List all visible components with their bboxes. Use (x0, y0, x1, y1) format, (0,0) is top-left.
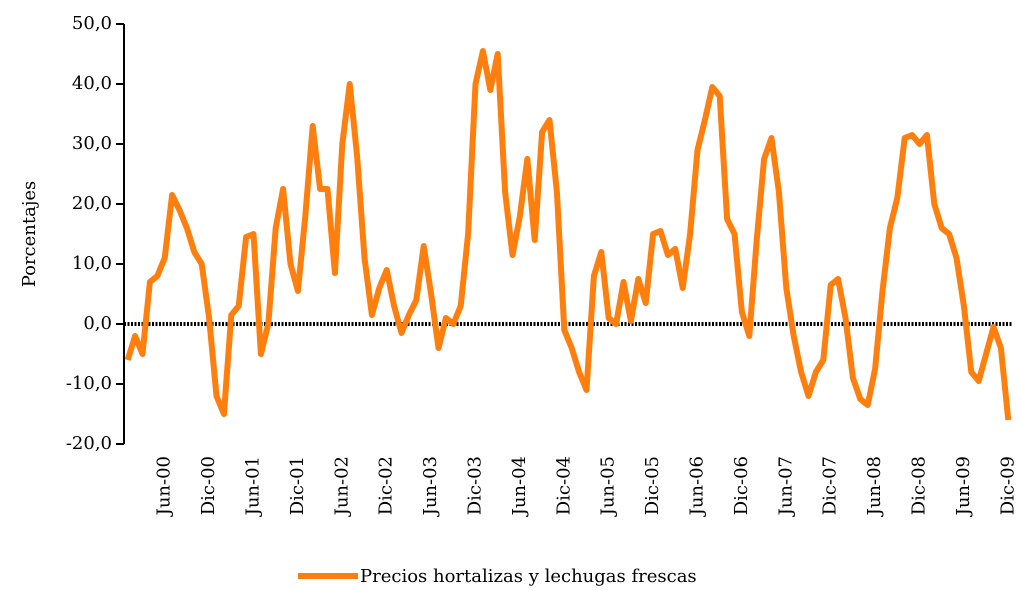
y-tick-label: 10,0 (72, 253, 112, 274)
x-tick-label: Jun-06 (687, 456, 708, 517)
series-line (124, 48, 1012, 421)
x-tick-label: Dic-03 (465, 456, 486, 515)
x-tick-label: Dic-04 (553, 456, 574, 515)
x-tick-label: Dic-08 (909, 456, 930, 515)
x-tick-label: Jun-04 (509, 456, 530, 517)
y-tick-label: -20,0 (66, 433, 112, 454)
x-tick-label: Jun-02 (331, 456, 352, 517)
x-tick-label: Jun-05 (598, 456, 619, 517)
x-tick-label: Dic-02 (376, 456, 397, 515)
x-tick-label: Dic-09 (997, 456, 1018, 515)
x-tick-label: Dic-07 (820, 456, 841, 515)
y-tick-label: 40,0 (72, 73, 112, 94)
y-tick-label: 0,0 (83, 313, 112, 334)
x-tick-label: Dic-00 (198, 456, 219, 515)
x-tick-label: Jun-09 (953, 456, 974, 517)
legend-label: Precios hortalizas y lechugas frescas (360, 566, 697, 587)
y-tick-label: 30,0 (72, 133, 112, 154)
y-tick-label: 50,0 (72, 13, 112, 34)
x-tick-label: Dic-05 (642, 456, 663, 515)
y-tick-label: -10,0 (66, 373, 112, 394)
x-tick-label: Dic-06 (731, 456, 752, 515)
x-tick-label: Dic-01 (287, 456, 308, 515)
x-tick-label: Jun-01 (243, 456, 264, 517)
x-tick-label: Jun-00 (154, 456, 175, 517)
x-tick-label: Jun-07 (775, 456, 796, 517)
x-tick-label: Jun-03 (420, 456, 441, 517)
y-axis-label: Porcentajes (19, 181, 40, 288)
x-tick-label: Jun-08 (864, 456, 885, 517)
y-tick-label: 20,0 (72, 193, 112, 214)
